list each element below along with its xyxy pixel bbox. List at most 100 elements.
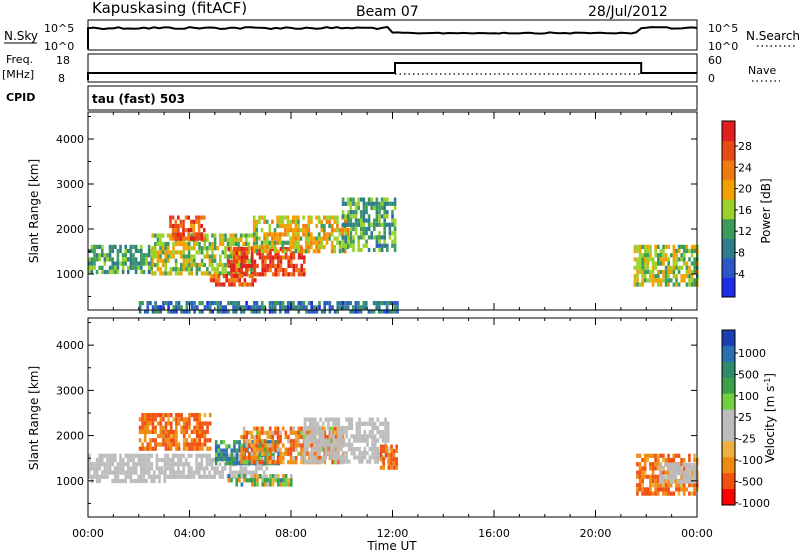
echo-cell [255,439,259,444]
echo-cell [320,219,324,224]
echo-cell [195,417,199,422]
echo-cell [174,267,178,272]
echo-cell [269,251,272,256]
echo-cell [255,466,258,471]
power-colorbar-swatch [722,238,735,259]
echo-cell [175,413,178,418]
echo-cell [651,278,655,283]
echo-cell [365,226,368,232]
echo-cell [333,430,337,435]
echo-cell [347,210,350,215]
echo-cell [670,269,673,275]
echo-cell [641,253,644,258]
echo-cell [203,453,206,458]
echo-cell [677,471,680,476]
echo-cell [245,233,248,238]
echo-cell [664,487,668,492]
echo-cell [670,265,673,270]
echo-cell [274,447,277,452]
echo-cell [259,456,262,462]
echo-cell [197,462,201,467]
echo-cell [646,487,650,492]
echo-cell [636,261,639,266]
echo-cell [182,241,186,247]
echo-cell [237,262,240,268]
echo-cell [386,197,389,202]
echo-cell [664,470,668,475]
echo-cell [156,413,160,418]
echo-cell [161,250,165,255]
echo-cell [368,417,372,422]
echo-cell [636,487,639,492]
echo-cell [271,434,275,440]
echo-cell [354,205,358,211]
echo-cell [380,205,384,211]
echo-cell [657,282,660,287]
echo-cell [347,425,351,431]
echo-cell [137,462,140,467]
echo-cell [182,429,186,434]
echo-cell [276,443,280,448]
echo-cell [217,456,221,462]
echo-cell [311,425,315,431]
freq-panel-frame [87,53,698,83]
echo-cell [336,215,339,220]
echo-cell [649,487,652,492]
echo-cell [140,248,143,254]
echo-cell [279,482,283,487]
echo-cell [307,240,311,245]
echo-cell [159,442,163,447]
echo-cell [182,219,185,224]
echo-cell [271,455,275,461]
echo-cell [197,453,201,458]
echo-cell [239,237,243,242]
echo-cell [159,246,162,251]
echo-cell [140,453,143,458]
echo-cell [101,253,104,258]
echo-cell [338,232,342,237]
echo-cell [633,265,637,270]
echo-cell [216,246,219,251]
echo-cell [161,262,165,268]
echo-cell [367,197,371,202]
echo-cell [277,268,280,273]
echo-cell [195,262,199,268]
echo-cell [201,446,204,451]
echo-cell [331,430,334,435]
echo-cell [329,442,333,447]
echo-cell [360,247,363,253]
echo-cell [111,478,114,484]
echo-cell [362,222,366,227]
echo-cell [347,459,351,464]
echo-cell [345,425,348,431]
echo-cell [337,446,341,452]
echo-cell [344,243,347,248]
echo-cell [167,305,170,310]
echo-cell [93,474,96,479]
echo-cell [182,236,185,241]
echo-cell [261,426,264,431]
echo-cell [90,462,94,467]
echo-cell [197,219,201,224]
echo-cell [190,442,194,447]
echo-cell [159,237,162,242]
echo-cell [658,471,662,476]
echo-cell [294,460,298,465]
echo-cell [167,429,170,434]
echo-cell [393,218,397,223]
echo-cell [164,301,168,306]
echo-cell [260,244,264,250]
echo-cell [248,478,251,483]
echo-cell [314,455,317,460]
echo-cell [282,474,285,479]
echo-cell [303,421,307,426]
echo-cell [198,442,202,447]
echo-cell [253,439,256,444]
echo-cell [154,417,157,422]
echo-cell [391,222,394,227]
echo-cell [174,262,178,268]
velocity-colorbar-swatch [722,361,735,379]
echo-cell [119,261,122,266]
echo-cell [636,248,639,254]
echo-cell [688,257,691,262]
